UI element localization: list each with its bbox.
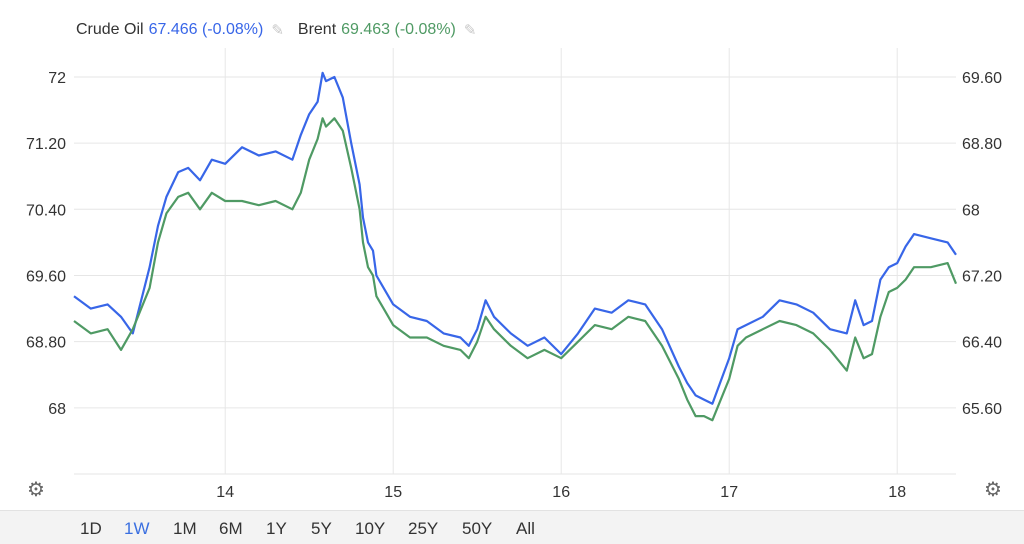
range-button-1m[interactable]: 1M — [173, 519, 197, 538]
range-button-1d[interactable]: 1D — [80, 519, 102, 538]
x-tick-label: 17 — [720, 484, 738, 501]
series-line-crude-oil — [73, 71, 957, 405]
x-tick-label: 18 — [888, 484, 906, 501]
chart-legend: Crude Oil 67.466 (-0.08%) ✎ Brent 69.463… — [76, 21, 490, 39]
range-button-5y[interactable]: 5Y — [311, 519, 332, 538]
range-button-6m[interactable]: 6M — [219, 519, 243, 538]
y-tick-label-left: 68 — [48, 401, 66, 418]
y-tick-label-left: 69.60 — [26, 268, 66, 285]
gear-icon[interactable]: ⚙ — [27, 479, 45, 501]
legend-name-crude: Crude Oil — [76, 21, 144, 38]
y-tick-label-left: 70.40 — [26, 202, 66, 219]
x-tick-label: 14 — [216, 484, 234, 501]
range-selector: 1D 1W 1M 6M 1Y 5Y 10Y 25Y 50Y All — [0, 510, 1024, 544]
pencil-icon[interactable]: ✎ — [271, 22, 284, 39]
legend-value-brent: 69.463 (-0.08%) — [341, 21, 456, 38]
legend-value-crude: 67.466 (-0.08%) — [148, 21, 264, 38]
y-tick-label-left: 68.80 — [26, 335, 66, 352]
y-tick-label-right: 67.20 — [962, 268, 1002, 285]
legend-name-brent: Brent — [297, 21, 337, 38]
y-tick-label-left: 71.20 — [26, 136, 66, 153]
y-tick-label-right: 69.60 — [962, 70, 1002, 87]
range-button-50y[interactable]: 50Y — [462, 519, 493, 538]
y-tick-label-right: 65.60 — [962, 401, 1002, 418]
gear-icon[interactable]: ⚙ — [984, 479, 1002, 501]
range-button-10y[interactable]: 10Y — [355, 519, 386, 538]
line-chart: 72 71.20 70.40 69.60 68.80 68 69.60 68.80 68 67.… — [26, 48, 1002, 501]
range-button-all[interactable]: All — [516, 519, 535, 538]
series-line-brent — [73, 117, 958, 422]
range-button-25y[interactable]: 25Y — [408, 519, 439, 538]
y-tick-label-left: 72 — [48, 70, 66, 87]
x-tick-label: 16 — [552, 484, 570, 501]
y-tick-label-right: 68.80 — [962, 136, 1002, 153]
pencil-icon[interactable]: ✎ — [463, 22, 477, 39]
x-tick-label: 15 — [384, 484, 402, 501]
y-tick-label-right: 66.40 — [962, 335, 1002, 352]
range-button-1y[interactable]: 1Y — [266, 519, 287, 538]
range-button-1w[interactable]: 1W — [124, 519, 150, 538]
y-tick-label-right: 68 — [962, 202, 980, 219]
